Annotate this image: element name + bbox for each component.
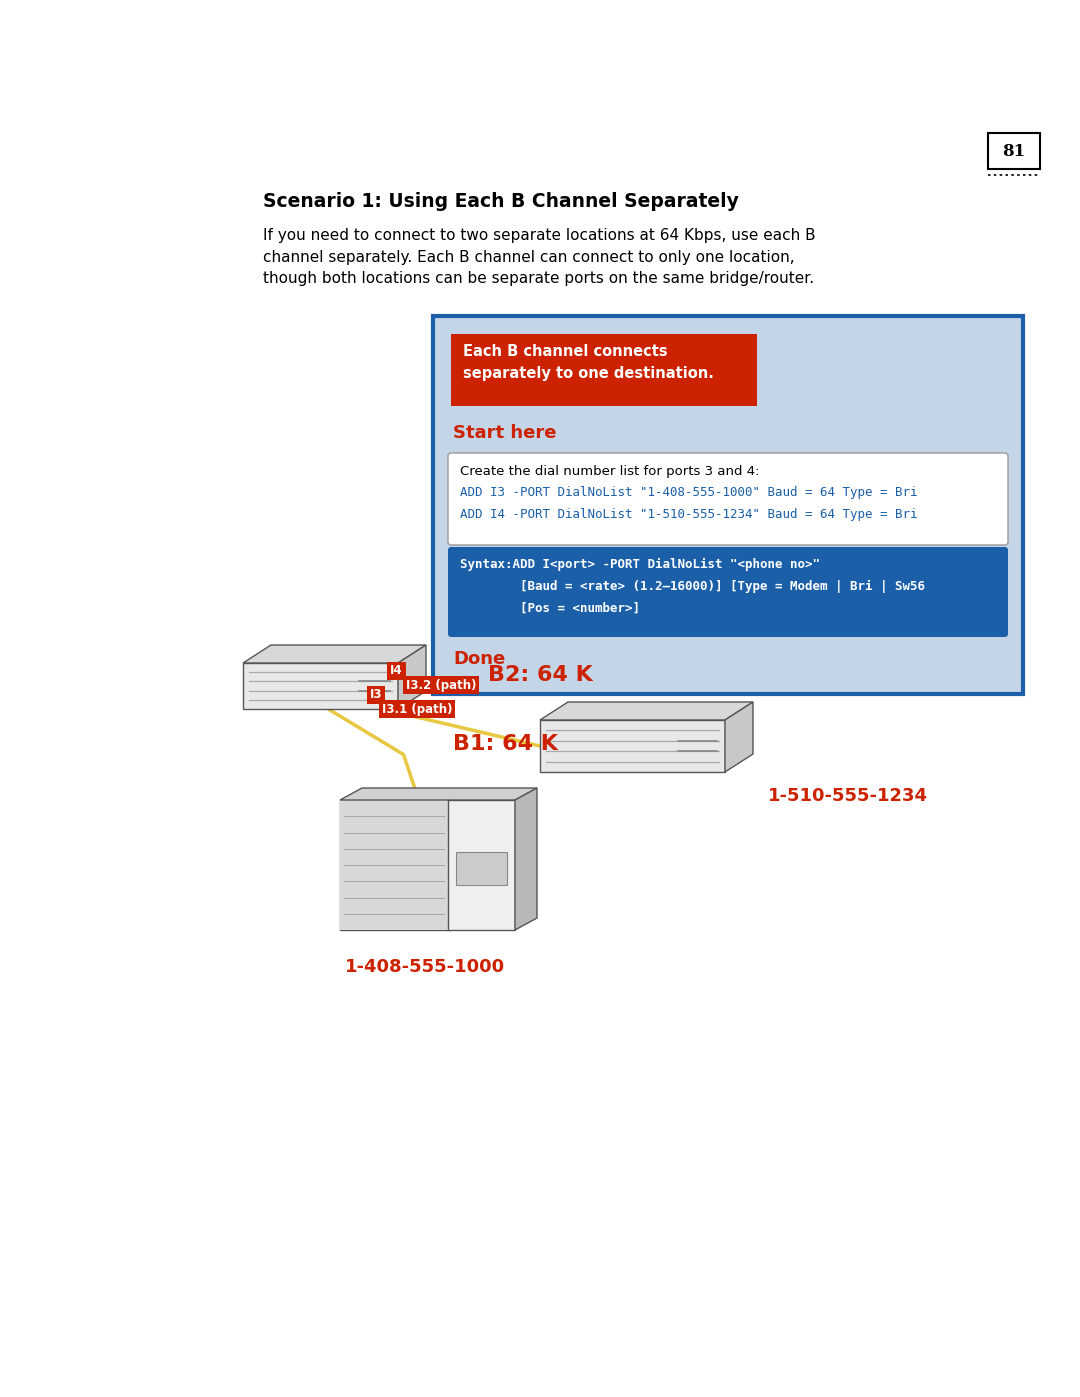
Text: [Baud = <rate> (1.2—16000)] [Type = Modem | Bri | Sw56: [Baud = <rate> (1.2—16000)] [Type = Mode…	[460, 580, 924, 594]
Text: Each B channel connects
separately to one destination.: Each B channel connects separately to on…	[463, 344, 714, 381]
Polygon shape	[515, 788, 537, 930]
Text: ADD I3 -PORT DialNoList "1-408-555-1000" Baud = 64 Type = Bri: ADD I3 -PORT DialNoList "1-408-555-1000"…	[460, 486, 918, 499]
Text: Scenario 1: Using Each B Channel Separately: Scenario 1: Using Each B Channel Separat…	[264, 191, 739, 211]
Text: I3.1 (path): I3.1 (path)	[382, 703, 453, 715]
FancyBboxPatch shape	[448, 453, 1008, 545]
Text: I4: I4	[390, 665, 403, 678]
Text: I3: I3	[370, 689, 382, 701]
Text: 1-408-555-1000: 1-408-555-1000	[345, 958, 505, 977]
Text: Create the dial number list for ports 3 and 4:: Create the dial number list for ports 3 …	[460, 465, 759, 478]
Text: [Pos = <number>]: [Pos = <number>]	[460, 602, 640, 615]
Text: B1: 64 K: B1: 64 K	[453, 733, 558, 754]
Text: 1-510-555-1234: 1-510-555-1234	[768, 787, 928, 805]
Text: Start here: Start here	[453, 425, 556, 441]
Bar	[988, 133, 1040, 169]
Text: Syntax:ADD I<port> -PORT DialNoList "<phone no>": Syntax:ADD I<port> -PORT DialNoList "<ph…	[460, 557, 820, 571]
Polygon shape	[399, 645, 426, 710]
Polygon shape	[725, 703, 753, 773]
Text: Done: Done	[453, 650, 505, 668]
Polygon shape	[540, 719, 725, 773]
Polygon shape	[243, 664, 399, 710]
Bar	[433, 316, 1023, 694]
Polygon shape	[340, 800, 448, 930]
Text: ADD I4 -PORT DialNoList "1-510-555-1234" Baud = 64 Type = Bri: ADD I4 -PORT DialNoList "1-510-555-1234"…	[460, 509, 918, 521]
Bar	[451, 334, 757, 407]
FancyBboxPatch shape	[448, 548, 1008, 637]
Bar	[456, 852, 507, 884]
Polygon shape	[243, 645, 426, 664]
Text: If you need to connect to two separate locations at 64 Kbps, use each B
channel : If you need to connect to two separate l…	[264, 228, 815, 286]
Text: B2: 64 K: B2: 64 K	[488, 665, 593, 685]
Text: 81: 81	[1002, 142, 1026, 159]
Text: I3.2 (path): I3.2 (path)	[406, 679, 476, 692]
Polygon shape	[340, 800, 515, 930]
Polygon shape	[540, 703, 753, 719]
Polygon shape	[340, 788, 537, 800]
